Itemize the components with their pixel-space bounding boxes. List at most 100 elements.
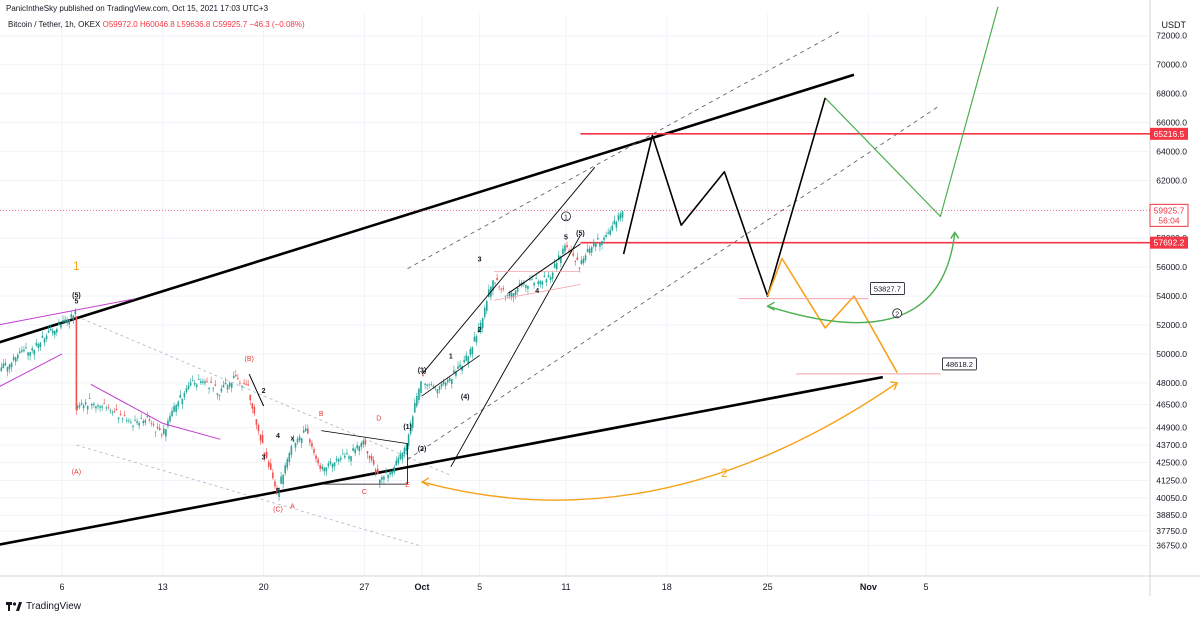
y-tick-label-9: 48000.0 [1156,378,1187,388]
candle-body [589,248,591,252]
candle-body [58,323,60,325]
candle-body [465,356,467,361]
orange-arrowhead-left [422,478,429,486]
wave-label-circled-1: 2 [895,311,899,318]
candle-body [219,395,221,396]
candle-body [200,381,202,383]
candle-body [517,288,519,292]
candle-body [13,357,15,360]
wave-label-black-6: 5 [276,488,280,495]
candle-body [426,385,428,386]
candle-body [552,273,554,279]
candle-body [597,238,599,239]
candle-body [356,445,358,448]
candle-body [81,403,83,405]
candle-body [424,384,426,385]
candle-body [192,380,194,381]
candle-body [482,318,484,328]
candle-body [313,449,315,453]
candle-body [537,281,539,284]
candle-body [367,451,369,454]
candle-body [23,350,25,352]
candle-body [451,379,453,384]
candle-body [212,388,214,389]
candle-body [260,435,262,441]
candle-body [151,423,153,424]
candle-body [583,259,585,264]
y-tick-label-0: 36750.0 [1156,541,1187,551]
candle-body [299,437,301,440]
candle-body [591,247,593,252]
candle-body [295,443,297,447]
last-price-value: 59925.7 [1154,205,1185,215]
candle-body [539,281,541,284]
candle-body [114,411,116,412]
candle-body [326,467,328,471]
candle-body [68,320,70,324]
candle-body [280,476,282,483]
candle-body [40,343,42,347]
wave-label-black-10: 1 [449,353,453,360]
candle-body [474,337,476,342]
candle-body [122,419,124,420]
candle-body [120,414,122,415]
open-value: 59972.0 [109,20,138,29]
candle-body [515,291,517,295]
candle-body [161,435,163,436]
candle-body [385,472,387,474]
x-tick-label-5: 5 [477,582,482,592]
orange-curve-arrow [422,383,897,500]
candle-body [132,426,134,427]
x-tick-label-9: Nov [860,582,877,592]
y-tick-label-12: 54000.0 [1156,291,1187,301]
candle-body [443,382,445,384]
candle-body [609,230,611,235]
candle-body [206,381,208,382]
candle-body [494,283,496,284]
candle-body [311,443,313,447]
candle-body [247,384,249,385]
candle-body [258,425,260,431]
candle-body [593,242,595,246]
wave-3-channel-a [422,355,480,396]
candle-body [173,406,175,411]
candle-body [262,435,264,443]
candle-body [289,453,291,462]
candle-body [505,296,507,297]
candle-body [603,238,605,241]
candle-body [463,360,465,363]
candle-body [428,385,430,386]
candle-body [607,233,609,234]
candle-body [198,379,200,380]
candle-body [387,475,389,478]
candle-body [42,336,44,338]
wave-label-black-7: (1) [403,424,412,431]
candle-body [484,308,486,317]
candle-body [406,444,408,450]
wave-label-black-12: 2 [478,327,482,334]
candle-body [309,439,311,442]
quote-currency: USDT [1162,20,1187,30]
close-value: 59925.7 [218,20,247,29]
candle-body [103,403,105,404]
candle-body [60,325,62,328]
candle-body [229,383,231,387]
candle-body [33,350,35,355]
candle-body [217,393,219,394]
candle-body [256,419,258,425]
target-tag-text-0: 53827.7 [874,285,901,294]
candle-body [500,289,502,290]
candle-body [525,285,527,288]
candle-body [548,275,550,277]
candle-body [223,385,225,387]
projection-orange [768,259,898,373]
candle-body [163,429,165,434]
green-arrowhead-left [768,302,775,310]
candle-body [375,469,377,472]
candle-body [93,404,95,405]
wave-label-black-11: (4) [461,394,470,401]
candle-body [221,389,223,392]
x-tick-label-0: 6 [59,582,64,592]
